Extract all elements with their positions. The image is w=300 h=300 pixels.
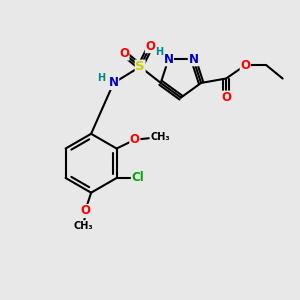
Text: O: O: [119, 47, 129, 60]
Text: O: O: [221, 91, 231, 104]
Text: CH₃: CH₃: [74, 221, 94, 231]
Text: S: S: [135, 60, 145, 73]
Text: CH₃: CH₃: [150, 132, 170, 142]
Text: O: O: [80, 205, 90, 218]
Text: O: O: [130, 133, 140, 146]
Text: N: N: [164, 53, 173, 66]
Text: N: N: [109, 76, 118, 89]
Text: methoxy: methoxy: [148, 135, 154, 136]
Text: H: H: [97, 73, 105, 82]
Text: H: H: [156, 47, 164, 57]
Text: N: N: [188, 53, 198, 66]
Text: Cl: Cl: [131, 172, 144, 184]
Text: O: O: [146, 40, 155, 52]
Text: O: O: [240, 59, 250, 72]
